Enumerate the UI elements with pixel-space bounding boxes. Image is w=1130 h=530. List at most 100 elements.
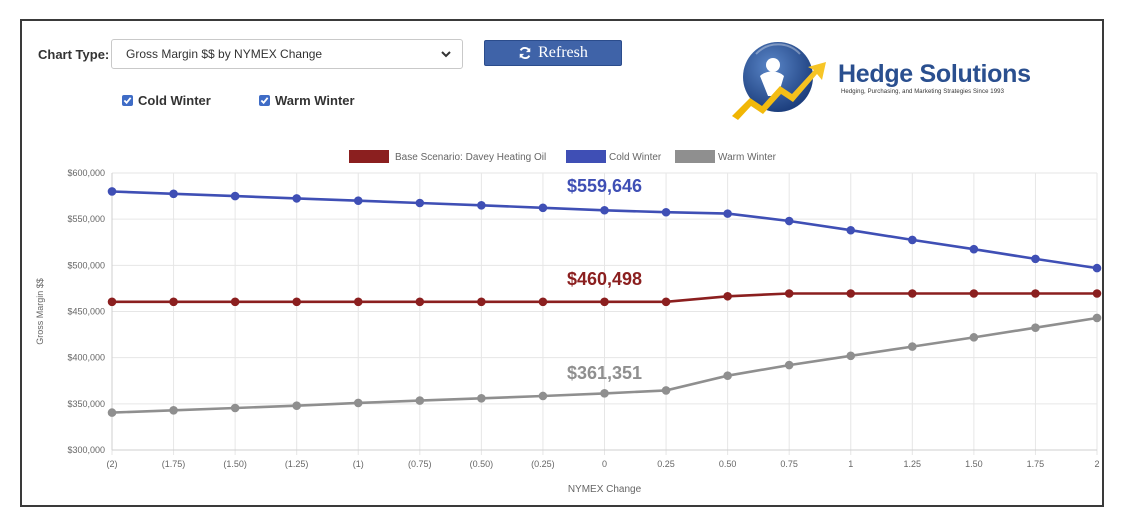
- refresh-button[interactable]: Refresh: [484, 40, 622, 66]
- chart-type-value: Gross Margin $$ by NYMEX Change: [126, 47, 323, 61]
- data-point: [107, 297, 117, 307]
- legend-label: Cold Winter: [609, 152, 662, 163]
- data-point: [477, 297, 486, 307]
- data-point: [661, 207, 671, 217]
- x-tick-label: 0.25: [657, 459, 675, 469]
- y-tick-label: $400,000: [67, 353, 105, 363]
- data-point: [784, 216, 794, 226]
- data-point: [600, 205, 609, 215]
- x-tick-label: (1.50): [223, 459, 247, 469]
- data-point: [107, 408, 117, 417]
- checkbox-checked-icon: [122, 95, 133, 106]
- data-point: [908, 289, 917, 298]
- data-point: [723, 291, 732, 301]
- x-tick-label: 0.50: [719, 459, 737, 469]
- data-point: [846, 225, 856, 235]
- data-point: [908, 235, 917, 245]
- chart-type-label: Chart Type:: [38, 47, 110, 62]
- cold-winter-checkbox[interactable]: Cold Winter: [122, 93, 211, 108]
- x-tick-label: 2: [1094, 459, 1099, 469]
- data-point: [353, 398, 363, 408]
- data-point: [784, 360, 794, 370]
- y-tick-label: $350,000: [67, 399, 105, 409]
- refresh-icon: [519, 46, 531, 60]
- warm-winter-checkbox[interactable]: Warm Winter: [259, 93, 355, 108]
- data-point: [353, 196, 363, 205]
- data-point: [908, 342, 917, 351]
- x-tick-label: 1.50: [965, 459, 983, 469]
- x-tick-label: (0.50): [470, 459, 494, 469]
- y-axis-title: Gross Margin $$: [35, 278, 45, 345]
- data-annotation-label: $361,351: [567, 363, 642, 383]
- data-point: [353, 297, 363, 307]
- x-axis-title: NYMEX Change: [568, 484, 642, 495]
- y-tick-label: $500,000: [67, 260, 105, 270]
- data-point: [661, 386, 671, 395]
- data-point: [538, 297, 548, 307]
- x-tick-label: (0.75): [408, 459, 432, 469]
- data-point: [169, 405, 178, 415]
- data-point: [107, 187, 117, 196]
- x-tick-label: (2): [107, 459, 118, 469]
- data-point: [1092, 263, 1102, 273]
- data-point: [846, 351, 856, 361]
- warm-winter-label: Warm Winter: [275, 93, 355, 108]
- x-tick-label: (0.25): [531, 459, 555, 469]
- x-tick-label: 1.25: [904, 459, 922, 469]
- x-tick-label: 1.75: [1027, 459, 1045, 469]
- data-point: [477, 393, 486, 403]
- data-point: [230, 297, 240, 307]
- data-point: [1092, 313, 1102, 323]
- data-point: [169, 189, 178, 199]
- cold-winter-label: Cold Winter: [138, 93, 211, 108]
- data-point: [538, 203, 548, 213]
- data-point: [415, 297, 425, 307]
- refresh-label: Refresh: [538, 44, 588, 61]
- legend-swatch: [349, 150, 389, 163]
- data-point: [477, 201, 486, 210]
- data-point: [1092, 289, 1102, 298]
- data-point: [415, 396, 425, 405]
- x-tick-label: (1.25): [285, 459, 309, 469]
- chart-type-select[interactable]: Gross Margin $$ by NYMEX Change: [111, 39, 463, 69]
- x-tick-label: 0.75: [780, 459, 798, 469]
- checkbox-checked-icon: [259, 95, 270, 106]
- y-tick-label: $550,000: [67, 214, 105, 224]
- data-point: [600, 389, 609, 398]
- chart-panel: [20, 19, 1104, 507]
- data-point: [292, 401, 301, 410]
- logo-tagline: Hedging, Purchasing, and Marketing Strat…: [841, 89, 1005, 95]
- chevron-down-icon: [441, 51, 451, 58]
- data-annotation-label: $559,646: [567, 176, 642, 196]
- data-annotation-label: $460,498: [567, 269, 642, 289]
- legend-swatch: [675, 150, 715, 163]
- data-point: [1031, 254, 1040, 264]
- data-point: [1031, 289, 1040, 298]
- data-point: [600, 297, 609, 307]
- hedge-solutions-logo-icon: [732, 42, 826, 120]
- data-point: [784, 289, 794, 298]
- y-tick-label: $600,000: [67, 168, 105, 178]
- data-point: [169, 297, 178, 307]
- data-point: [230, 403, 240, 413]
- data-point: [723, 209, 732, 218]
- logo-title: Hedge Solutions: [838, 60, 1031, 88]
- x-tick-label: (1): [353, 459, 364, 469]
- data-point: [723, 371, 732, 380]
- x-tick-label: (1.75): [162, 459, 186, 469]
- data-point: [969, 244, 979, 254]
- data-point: [415, 198, 425, 208]
- x-tick-label: 1: [848, 459, 853, 469]
- data-point: [846, 289, 856, 298]
- data-point: [1031, 323, 1040, 332]
- data-point: [538, 391, 548, 401]
- y-tick-label: $300,000: [67, 445, 105, 455]
- data-point: [969, 333, 979, 342]
- x-tick-label: 0: [602, 459, 607, 469]
- legend-label: Base Scenario: Davey Heating Oil: [395, 152, 546, 163]
- data-point: [661, 297, 671, 307]
- data-point: [969, 289, 979, 298]
- data-point: [292, 194, 301, 203]
- data-point: [230, 191, 240, 201]
